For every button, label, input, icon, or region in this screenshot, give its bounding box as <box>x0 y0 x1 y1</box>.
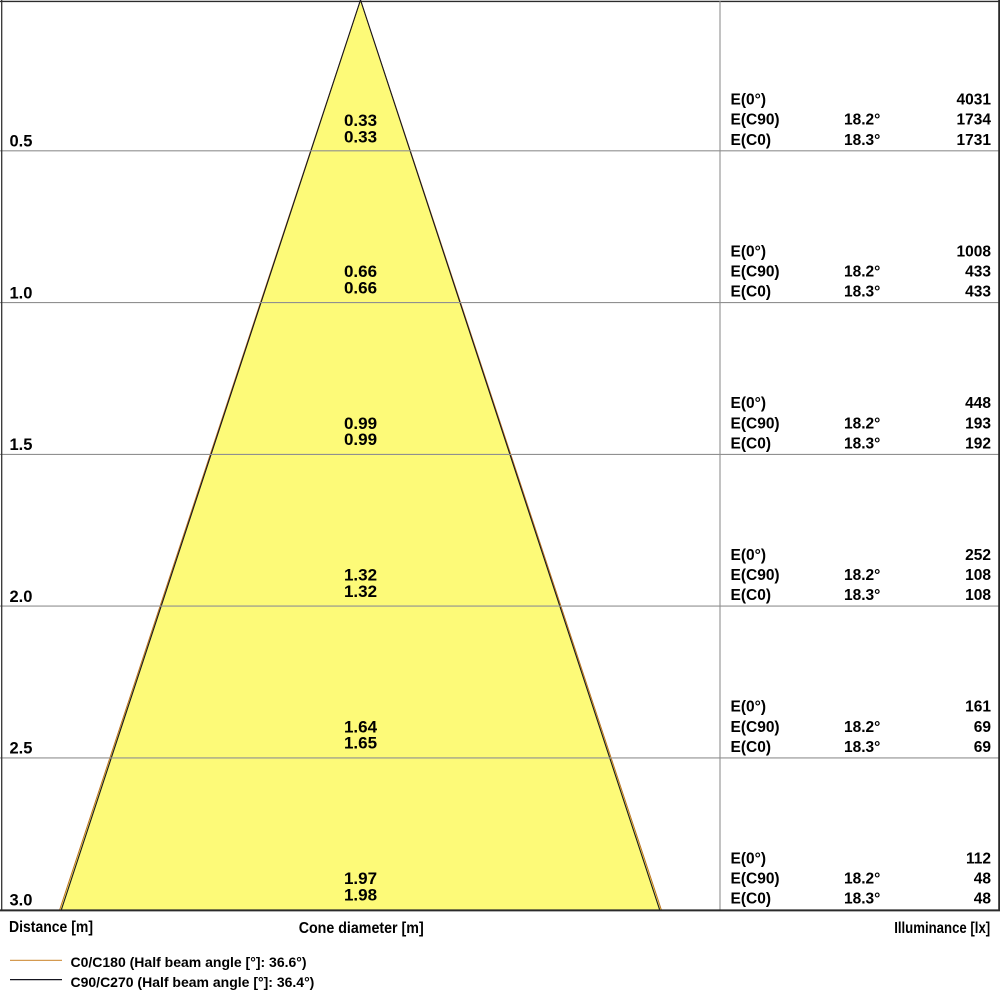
svg-text:0.99: 0.99 <box>344 430 377 449</box>
svg-text:48: 48 <box>974 891 992 908</box>
svg-text:E(0°): E(0°) <box>731 850 766 867</box>
svg-text:0.66: 0.66 <box>344 262 377 281</box>
svg-text:2.0: 2.0 <box>10 588 33 606</box>
svg-text:1.0: 1.0 <box>10 284 33 302</box>
svg-text:E(C90): E(C90) <box>731 264 780 281</box>
svg-text:0.5: 0.5 <box>10 133 33 151</box>
svg-text:18.2°: 18.2° <box>844 415 880 432</box>
svg-text:E(0°): E(0°) <box>731 92 766 109</box>
svg-text:2.5: 2.5 <box>10 740 33 758</box>
svg-text:E(C90): E(C90) <box>731 415 780 432</box>
svg-text:C90/C270 (Half beam angle [°]:: C90/C270 (Half beam angle [°]: 36.4°) <box>71 974 315 990</box>
svg-text:E(C0): E(C0) <box>731 436 771 453</box>
svg-text:433: 433 <box>965 264 991 281</box>
svg-text:1.65: 1.65 <box>344 734 377 753</box>
svg-text:1.64: 1.64 <box>344 717 378 736</box>
svg-text:E(C0): E(C0) <box>731 587 771 604</box>
svg-text:1.32: 1.32 <box>344 566 377 585</box>
svg-text:3.0: 3.0 <box>10 891 33 909</box>
svg-text:0.66: 0.66 <box>344 278 377 297</box>
svg-text:1.98: 1.98 <box>344 886 377 905</box>
svg-text:E(C0): E(C0) <box>731 739 771 756</box>
svg-text:E(C90): E(C90) <box>731 719 780 736</box>
svg-text:48: 48 <box>974 871 992 888</box>
svg-text:433: 433 <box>965 284 991 301</box>
svg-text:18.2°: 18.2° <box>844 719 880 736</box>
svg-text:C0/C180 (Half beam angle [°]:: C0/C180 (Half beam angle [°]: 36.6°) <box>71 954 307 970</box>
svg-text:18.3°: 18.3° <box>844 132 880 149</box>
svg-text:E(0°): E(0°) <box>731 699 766 716</box>
svg-text:0.99: 0.99 <box>344 414 377 433</box>
svg-text:18.3°: 18.3° <box>844 436 880 453</box>
svg-text:4031: 4031 <box>957 92 992 109</box>
svg-text:252: 252 <box>965 547 991 564</box>
svg-text:193: 193 <box>965 415 991 432</box>
svg-text:E(C90): E(C90) <box>731 112 780 129</box>
svg-text:0.33: 0.33 <box>344 128 377 147</box>
svg-text:18.3°: 18.3° <box>844 891 880 908</box>
svg-text:1.97: 1.97 <box>344 869 377 888</box>
svg-text:69: 69 <box>974 739 992 756</box>
svg-text:E(C90): E(C90) <box>731 871 780 888</box>
svg-text:1008: 1008 <box>957 243 992 260</box>
svg-text:18.3°: 18.3° <box>844 739 880 756</box>
svg-text:18.3°: 18.3° <box>844 587 880 604</box>
svg-text:69: 69 <box>974 719 992 736</box>
svg-text:161: 161 <box>965 699 991 716</box>
svg-text:E(0°): E(0°) <box>731 547 766 564</box>
svg-text:E(C90): E(C90) <box>731 567 780 584</box>
svg-text:E(0°): E(0°) <box>731 243 766 260</box>
svg-text:Distance [m]: Distance [m] <box>9 919 93 936</box>
svg-text:Illuminance [lx]: Illuminance [lx] <box>894 920 990 937</box>
svg-text:Cone diameter [m]: Cone diameter [m] <box>299 920 424 937</box>
svg-text:18.2°: 18.2° <box>844 264 880 281</box>
svg-text:0.33: 0.33 <box>344 111 377 130</box>
svg-text:E(C0): E(C0) <box>731 891 771 908</box>
svg-text:18.2°: 18.2° <box>844 112 880 129</box>
svg-text:192: 192 <box>965 436 991 453</box>
svg-text:E(0°): E(0°) <box>731 395 766 412</box>
svg-text:1734: 1734 <box>957 112 992 129</box>
svg-text:108: 108 <box>965 567 991 584</box>
svg-text:E(C0): E(C0) <box>731 284 771 301</box>
svg-text:1731: 1731 <box>957 132 992 149</box>
svg-text:1.32: 1.32 <box>344 582 377 601</box>
svg-text:448: 448 <box>965 395 991 412</box>
svg-text:1.5: 1.5 <box>10 436 33 454</box>
svg-text:18.3°: 18.3° <box>844 284 880 301</box>
svg-text:108: 108 <box>965 587 991 604</box>
svg-text:18.2°: 18.2° <box>844 871 880 888</box>
svg-text:18.2°: 18.2° <box>844 567 880 584</box>
svg-text:E(C0): E(C0) <box>731 132 771 149</box>
svg-text:112: 112 <box>966 850 991 867</box>
